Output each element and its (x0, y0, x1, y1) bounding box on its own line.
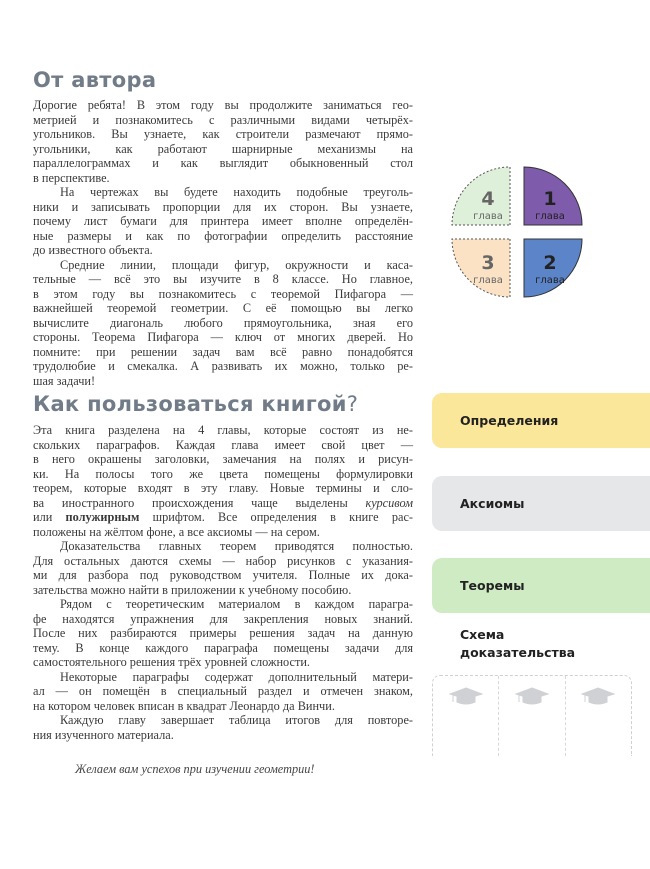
chapter-1: 1 глава (535, 188, 565, 222)
text-line: угольники, как работают шарнирные механи… (33, 141, 413, 156)
text-line: положены на жёлтом фоне, а все аксиомы —… (33, 524, 320, 539)
chapter-4: 4 глава (473, 188, 503, 222)
scheme-cell (566, 676, 631, 756)
text-line: параллелограммах и как выглядит обыкнове… (33, 156, 413, 170)
scheme-legend-label: Схема доказательства (460, 627, 576, 660)
text-line: ния изученного материала. (33, 727, 174, 742)
text-line: ки. На полосы того же цвета помещены фор… (33, 466, 413, 481)
bold-example: полужирным (65, 510, 140, 524)
chapter-2: 2 глава (535, 252, 565, 286)
text-line: зательства можно найти в приложении к уч… (33, 582, 352, 597)
graduation-cap-icon (448, 687, 483, 705)
text-line: После них разбираются примеры решения за… (33, 626, 413, 640)
text-line: теорем, которые входят в эту главу. Новы… (33, 481, 413, 495)
definitions-legend: Определения (432, 393, 650, 448)
text-line: фе находятся упражнения для закрепления … (33, 611, 413, 626)
text-line: Каждую главу завершает таблица итогов дл… (60, 713, 413, 727)
text-line: ники и записывать пропорции для их сторо… (33, 199, 413, 214)
axioms-label: Аксиомы (460, 496, 525, 511)
theorems-legend: Теоремы (432, 558, 650, 613)
text-line: скольких параграфов. Каждая глава имеет … (33, 437, 413, 452)
chapter-quadrants (451, 166, 583, 298)
text-line: Дорогие ребята! В этом году вы продолжит… (33, 98, 413, 112)
text-line: метрией и познакомитесь с различными вид… (33, 112, 413, 127)
text-line: шая задачи! (33, 373, 96, 388)
text-line: Эта книга разделена на 4 главы, которые … (33, 423, 413, 437)
scheme-cell (433, 676, 500, 756)
title-text: Как пользоваться книгой (33, 392, 347, 416)
chapter-4-quadrant (451, 166, 511, 226)
from-author-text: Дорогие ребята! В этом году вы продолжит… (33, 98, 413, 388)
text-line: в перспективе. (33, 170, 110, 185)
chapter-1-quadrant (523, 166, 583, 226)
text-line: важнейшей теоремой геометрии. С её помощ… (33, 301, 413, 315)
text-line: в него окрашены заголовки, замечания на … (33, 452, 413, 466)
text-line: ные размеры и как по фотографии определи… (33, 228, 413, 243)
text-line: Рядом с теоретическим материалом в каждо… (60, 597, 413, 611)
scheme-cell (499, 676, 566, 756)
graduation-cap-icon (581, 687, 616, 705)
text-line: Для остальных даются схемы — набор рисун… (33, 553, 413, 568)
text-line: самостоятельного решения трёх уровней сл… (33, 655, 310, 669)
section-title-how-to-use: Как пользоваться книгой? (33, 391, 358, 417)
italic-example: курсивом (365, 495, 413, 510)
how-to-use-text: Эта книга разделена на 4 главы, которые … (33, 423, 413, 742)
text-line: Доказательства главных теорем приводятся… (60, 539, 413, 553)
text-line: почему лист бумаги для принтера имеет вп… (33, 214, 413, 228)
text-line: в этом году вы познакомитесь с теоремой … (33, 286, 413, 301)
graduation-cap-icon (514, 687, 549, 705)
text-line: ми для разбора под руководством учителя.… (33, 568, 413, 582)
text-line: вычислите диагональ любого прямоугольник… (33, 315, 413, 330)
text-line: ва иностранного происхождения чаще выдел… (33, 495, 413, 510)
text-line: ал — он помещён в специальный раздел и о… (33, 684, 413, 698)
text-line: Средние линии, площади фигур, окружности… (60, 257, 413, 272)
text-line: на котором человек вписан в квадрат Леон… (33, 698, 335, 713)
chapter-2-quadrant (523, 238, 583, 298)
closing-wish: Желаем вам успехов при изучении геометри… (75, 762, 315, 776)
chapter-3-quadrant (451, 238, 511, 298)
title-question-mark: ? (346, 392, 359, 416)
section-title-from-author: От автора (33, 68, 157, 92)
definitions-label: Определения (460, 413, 559, 428)
scheme-legend-box (432, 675, 632, 756)
text-line: угольников. Вы узнаете, как строители ра… (33, 127, 413, 141)
text-line: помните: при решении задач вам всё равно… (33, 344, 413, 359)
text-line: тельные — всё это вы изучите в 8 классе.… (33, 272, 413, 286)
text-line: стороны. Теорема Пифагора — ключ от мног… (33, 330, 413, 344)
text-line: трудолюбие и смекалка. А развивать их мо… (33, 359, 413, 373)
text-line: На чертежах вы будете находить подобные … (60, 185, 413, 199)
text-line: тему. В конце каждого параграфа помещены… (33, 640, 413, 655)
text-line: до известного объекта. (33, 243, 153, 257)
chapter-3: 3 глава (473, 252, 503, 286)
text-line: Некоторые параграфы содержат дополнитель… (60, 669, 413, 684)
theorems-label: Теоремы (460, 578, 525, 593)
text-line: или полужирным шрифтом. Все определения … (33, 510, 413, 524)
axioms-legend: Аксиомы (432, 476, 650, 531)
